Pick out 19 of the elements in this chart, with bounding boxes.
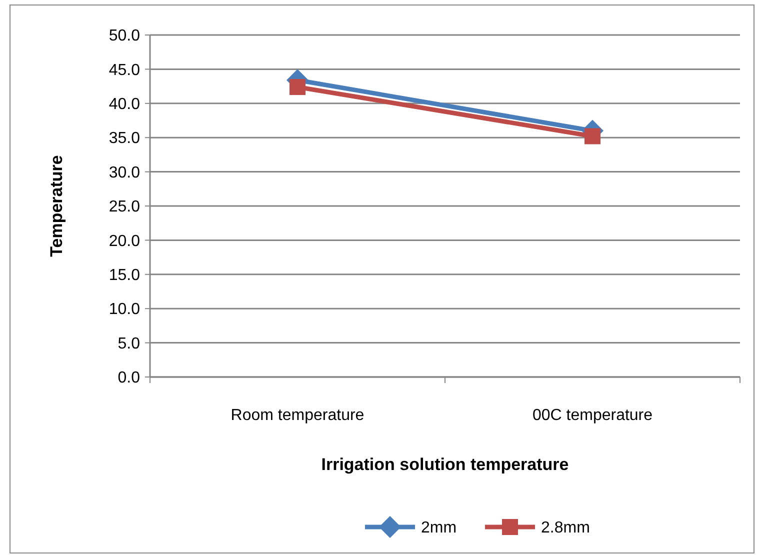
- y-tick-label: 35.0: [108, 130, 140, 148]
- y-tick-label: 40.0: [108, 96, 140, 113]
- legend-label: 2mm: [421, 520, 457, 537]
- x-tick-label: Room temperature: [230, 407, 364, 424]
- y-tick-label: 5.0: [118, 335, 140, 352]
- legend-label: 2.8mm: [541, 520, 590, 537]
- y-tick-label: 30.0: [108, 164, 140, 182]
- y-tick-label: 25.0: [108, 198, 140, 216]
- y-tick-label: 10.0: [108, 301, 140, 318]
- y-tick-label: 0.0: [118, 370, 140, 387]
- y-axis-title: Temperature: [47, 155, 66, 257]
- x-axis-title: Irrigation solution temperature: [321, 455, 569, 474]
- point: [584, 128, 600, 144]
- point: [290, 78, 306, 95]
- y-tick-label: 50.0: [108, 28, 140, 45]
- y-tick-label: 15.0: [108, 267, 140, 284]
- x-tick-label: 00C temperature: [532, 407, 653, 424]
- y-tick-label: 20.0: [108, 232, 140, 250]
- y-tick-label: 45.0: [108, 62, 140, 79]
